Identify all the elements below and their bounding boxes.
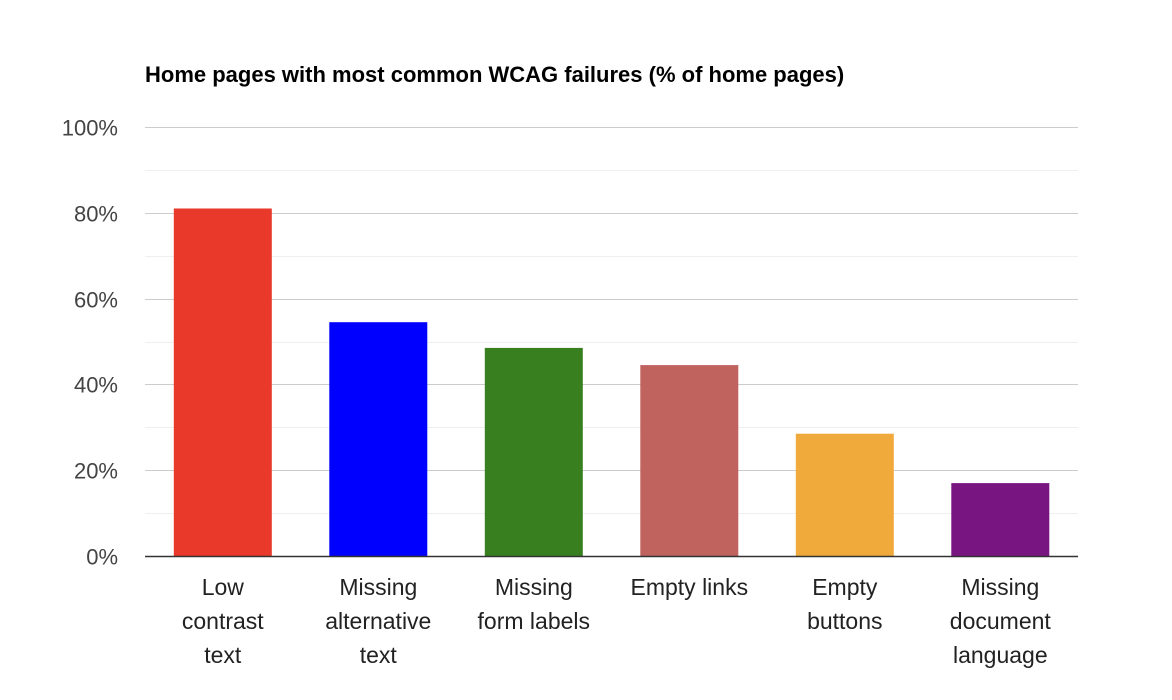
y-tick-label: 0% [86,545,118,570]
grid-layer [145,127,1078,514]
x-tick-label: Missing document language [950,574,1052,668]
bar [951,483,1050,556]
x-tick-label-line: document [950,608,1052,634]
x-tick-label-line: Empty links [631,574,749,600]
bar [640,365,739,556]
x-tick-label-line: text [360,642,398,668]
x-tick-label: Missing alternative text [325,574,431,668]
y-tick-label: 20% [74,459,118,484]
y-tick-label: 60% [74,288,118,313]
x-tick-label-line: Missing [495,574,573,600]
x-tick-label: Empty links [631,574,749,600]
x-tick-label-line: alternative [325,608,431,634]
y-tick-label: 40% [74,373,118,398]
y-tick-label: 80% [74,202,118,227]
x-tick-label: Empty buttons [807,574,882,634]
x-tick-label-line: language [953,642,1048,668]
x-tick-label-line: Missing [961,574,1039,600]
bar [795,433,894,556]
bar-layer [173,208,1050,556]
bar [484,347,583,556]
y-tick-label: 100% [62,116,118,141]
x-tick-label-line: form labels [478,608,590,634]
x-tick-label-line: text [204,642,242,668]
x-tick-label-line: buttons [807,608,882,634]
bar [329,322,428,556]
chart-title: Home pages with most common WCAG failure… [145,62,844,87]
x-tick-label-line: Empty [812,574,878,600]
bar [173,208,272,556]
axis-layer: 0%20%40%60%80%100%Low contrast textMissing… [62,116,1078,668]
x-tick-label-line: contrast [182,608,264,634]
x-tick-label: Low contrast text [182,574,264,668]
x-tick-label-line: Low [202,574,245,600]
x-tick-label: Missing form labels [478,574,590,634]
x-tick-label-line: Missing [339,574,417,600]
